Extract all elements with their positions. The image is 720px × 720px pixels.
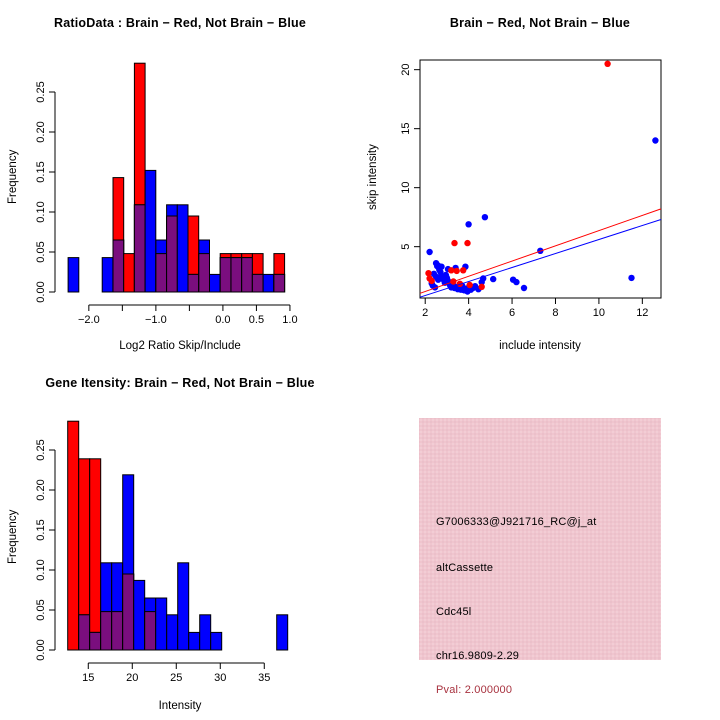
svg-text:0.00: 0.00 xyxy=(35,281,47,302)
x-axis: −2.0 −1.0 0.0 0.5 1.0 xyxy=(78,304,298,326)
gene-info-box: G7006333@J921716_RC@j_at altCassette Cdc… xyxy=(419,418,661,696)
y-axis: 0.00 0.05 0.10 0.15 0.20 0.25 xyxy=(35,81,56,303)
scatter-title: Brain − Red, Not Brain − Blue xyxy=(449,16,631,30)
svg-text:30: 30 xyxy=(214,672,226,684)
x-axis: 15 20 25 30 35 xyxy=(82,662,270,684)
gene-histogram-xlabel: Intensity xyxy=(158,700,202,712)
svg-text:0.10: 0.10 xyxy=(35,559,47,580)
gene-intensity-histogram-plot: 0.00 0.05 0.10 0.15 0.20 0.25 15 20 25 30 35 xyxy=(35,420,289,684)
svg-text:15: 15 xyxy=(82,672,94,684)
svg-text:8: 8 xyxy=(552,307,558,319)
panel-ratio-histogram: RatioData : Brain − Red, Not Brain − Blu… xyxy=(0,0,360,360)
svg-text:0.05: 0.05 xyxy=(35,241,47,262)
svg-text:15: 15 xyxy=(400,123,412,135)
scatter-ylabel: skip intensity xyxy=(367,144,379,210)
svg-text:35: 35 xyxy=(258,672,270,684)
gene-histogram-ylabel: Frequency xyxy=(7,509,19,565)
ratio-histogram-plot: 0.00 0.05 0.10 0.15 0.20 0.25 −2.0 −1.0 0.0 0.5 1.… xyxy=(35,62,298,326)
svg-text:0.5: 0.5 xyxy=(249,314,264,326)
svg-text:20: 20 xyxy=(400,64,412,76)
panel-intensity-scatter: Brain − Red, Not Brain − Blue 2 4 6 8 10 12 5 1… xyxy=(360,0,720,360)
pval-text: Pval: 2.000000 xyxy=(436,684,513,696)
svg-text:10: 10 xyxy=(593,307,605,319)
svg-text:0.00: 0.00 xyxy=(35,639,47,660)
y-axis: 5 10 15 20 xyxy=(400,64,420,250)
splice-type-text: altCassette xyxy=(436,562,494,574)
probe-id-text: G7006333@J921716_RC@j_at xyxy=(436,516,597,528)
svg-text:1.0: 1.0 xyxy=(282,314,297,326)
panel-gene-intensity-histogram: Gene Itensity: Brain − Red, Not Brain − … xyxy=(0,360,360,720)
y-axis: 0.00 0.05 0.10 0.15 0.20 0.25 xyxy=(35,439,56,661)
svg-text:0.15: 0.15 xyxy=(35,161,47,182)
svg-text:20: 20 xyxy=(126,672,138,684)
svg-text:0.20: 0.20 xyxy=(35,121,47,142)
fit-lines xyxy=(419,208,662,298)
svg-text:25: 25 xyxy=(170,672,182,684)
gene-name-text: Cdc45l xyxy=(436,606,472,618)
panel-gene-info: G7006333@J921716_RC@j_at altCassette Cdc… xyxy=(360,360,720,720)
svg-text:0.10: 0.10 xyxy=(35,201,47,222)
genomic-location-text: chr16.9809-2.29 xyxy=(436,650,520,662)
intensity-scatter-plot: 2 4 6 8 10 12 5 10 15 20 xyxy=(400,59,662,319)
plot-box xyxy=(419,59,662,299)
svg-text:−2.0: −2.0 xyxy=(78,314,100,326)
svg-text:0.25: 0.25 xyxy=(35,81,47,102)
gene-histogram-title: Gene Itensity: Brain − Red, Not Brain − … xyxy=(45,376,315,390)
histogram-bars xyxy=(67,62,286,293)
svg-text:0.25: 0.25 xyxy=(35,439,47,460)
svg-text:0.0: 0.0 xyxy=(215,314,230,326)
svg-text:2: 2 xyxy=(422,307,428,319)
svg-text:4: 4 xyxy=(466,307,472,319)
ratio-histogram-ylabel: Frequency xyxy=(7,149,19,205)
x-axis: 2 4 6 8 10 12 xyxy=(422,298,648,319)
ratio-histogram-xlabel: Log2 Ratio Skip/Include xyxy=(119,340,241,352)
svg-text:0.15: 0.15 xyxy=(35,519,47,540)
ratio-histogram-title: RatioData : Brain − Red, Not Brain − Blu… xyxy=(54,16,306,30)
scatter-points xyxy=(425,60,659,295)
svg-text:0.05: 0.05 xyxy=(35,599,47,620)
svg-text:12: 12 xyxy=(636,307,648,319)
svg-text:−1.0: −1.0 xyxy=(145,314,167,326)
scatter-xlabel: include intensity xyxy=(499,340,581,352)
svg-text:10: 10 xyxy=(400,182,412,194)
svg-text:0.20: 0.20 xyxy=(35,479,47,500)
histogram-bars xyxy=(67,420,289,651)
svg-text:6: 6 xyxy=(509,307,515,319)
svg-text:5: 5 xyxy=(400,244,412,250)
